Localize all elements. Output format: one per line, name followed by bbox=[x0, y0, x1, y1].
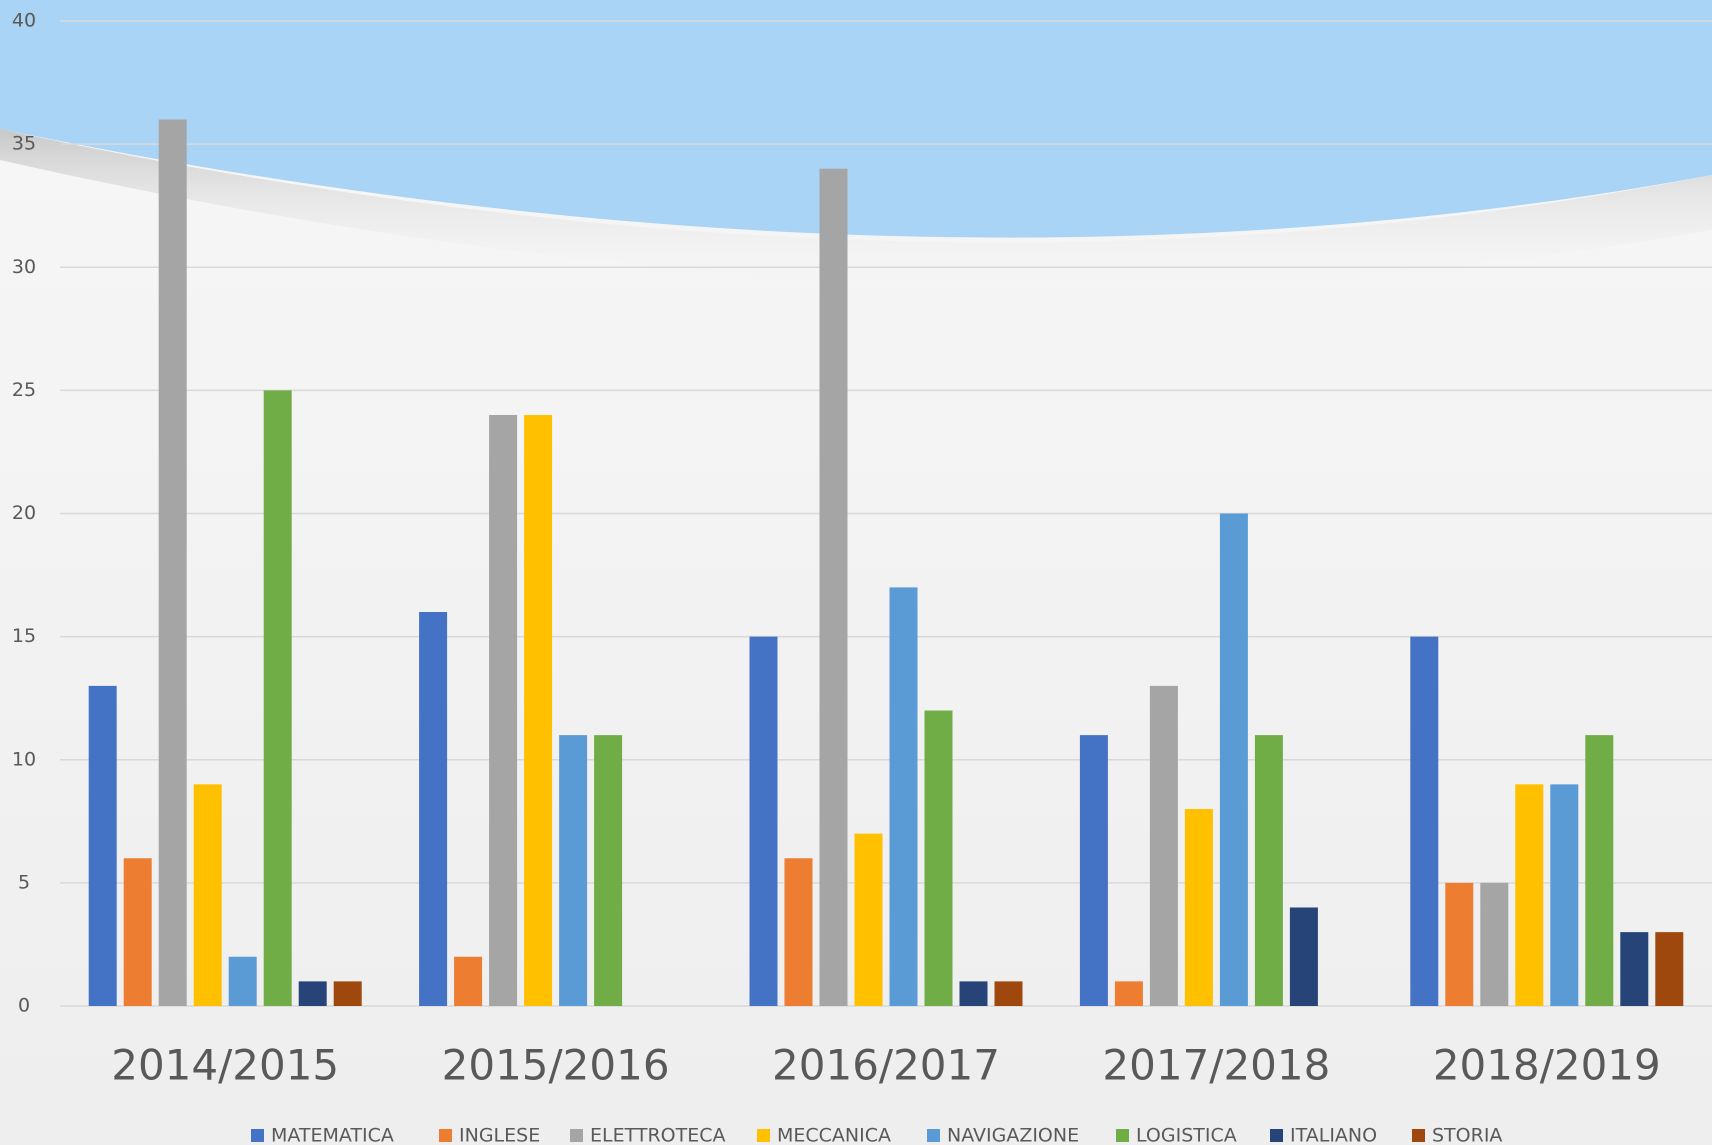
bar bbox=[263, 390, 292, 1006]
x-tick-label: 2014/2015 bbox=[111, 1041, 339, 1090]
bar bbox=[1585, 735, 1614, 1006]
x-tick-label: 2016/2017 bbox=[772, 1041, 1000, 1090]
bar bbox=[1114, 981, 1143, 1006]
y-tick-label: 30 bbox=[12, 256, 36, 278]
bar bbox=[88, 685, 117, 1006]
legend-swatch bbox=[1116, 1129, 1129, 1142]
legend-label: MECCANICA bbox=[777, 1125, 891, 1145]
legend-label: LOGISTICA bbox=[1136, 1125, 1237, 1145]
bar bbox=[1254, 735, 1283, 1006]
legend-swatch bbox=[439, 1129, 452, 1142]
y-tick-label: 40 bbox=[12, 10, 36, 32]
bar bbox=[298, 981, 327, 1006]
legend-swatch bbox=[251, 1129, 264, 1142]
legend-swatch bbox=[1412, 1129, 1425, 1142]
bar bbox=[1184, 809, 1213, 1006]
bar bbox=[594, 735, 623, 1006]
legend-label: ELETTROTECA bbox=[590, 1125, 726, 1145]
wave bbox=[0, 0, 1712, 238]
bar bbox=[959, 981, 988, 1006]
bar bbox=[1480, 882, 1509, 1006]
bar bbox=[1219, 513, 1248, 1006]
legend-label: MATEMATICA bbox=[271, 1125, 394, 1145]
bar bbox=[524, 415, 553, 1006]
bar bbox=[819, 168, 848, 1006]
legend-swatch bbox=[927, 1129, 940, 1142]
wave-shadow bbox=[0, 129, 1712, 286]
y-tick-label: 35 bbox=[12, 133, 36, 155]
bar bbox=[228, 956, 257, 1006]
y-tick-label: 5 bbox=[18, 871, 30, 893]
bar bbox=[193, 784, 222, 1006]
legend-swatch bbox=[1270, 1129, 1283, 1142]
x-tick-label: 2017/2018 bbox=[1102, 1041, 1330, 1090]
bar bbox=[158, 119, 187, 1006]
x-tick-label: 2015/2016 bbox=[442, 1041, 670, 1090]
y-tick-label: 20 bbox=[12, 502, 36, 524]
legend-label: INGLESE bbox=[459, 1125, 540, 1145]
y-tick-label: 15 bbox=[12, 625, 36, 647]
bar bbox=[1149, 685, 1178, 1006]
bar bbox=[854, 833, 883, 1006]
bar bbox=[1289, 907, 1318, 1006]
bar bbox=[1620, 932, 1649, 1006]
bar bbox=[784, 858, 813, 1006]
bar bbox=[1655, 932, 1684, 1006]
legend-label: NAVIGAZIONE bbox=[947, 1125, 1079, 1145]
bar bbox=[419, 612, 448, 1006]
bar bbox=[559, 735, 588, 1006]
bar bbox=[333, 981, 362, 1006]
bar bbox=[123, 858, 152, 1006]
bar bbox=[1079, 735, 1108, 1006]
bar bbox=[924, 710, 953, 1006]
bar bbox=[889, 587, 918, 1006]
legend-label: ITALIANO bbox=[1290, 1125, 1377, 1145]
legend-swatch bbox=[757, 1129, 770, 1142]
bar bbox=[994, 981, 1023, 1006]
bar bbox=[1515, 784, 1544, 1006]
y-tick-label: 0 bbox=[18, 995, 30, 1017]
bar bbox=[489, 415, 518, 1006]
legend-label: STORIA bbox=[1432, 1125, 1502, 1145]
legend-swatch bbox=[570, 1129, 583, 1142]
bar bbox=[1410, 636, 1439, 1006]
x-tick-label: 2018/2019 bbox=[1433, 1041, 1661, 1090]
bar bbox=[1550, 784, 1579, 1006]
y-tick-label: 25 bbox=[12, 379, 36, 401]
bar bbox=[749, 636, 778, 1006]
bar bbox=[454, 956, 483, 1006]
bar bbox=[1445, 882, 1474, 1006]
y-tick-label: 10 bbox=[12, 748, 36, 770]
